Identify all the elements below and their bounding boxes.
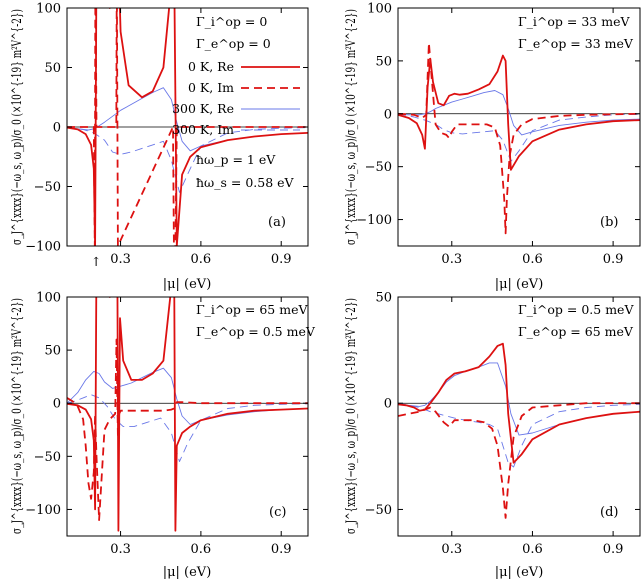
panel-a-tag: (a) bbox=[268, 215, 286, 230]
panel-d-tag: (d) bbox=[600, 505, 618, 520]
series-line-0k-re bbox=[398, 54, 640, 171]
panel-c-gamma-i: Γ_i^op = 65 meV bbox=[196, 302, 308, 317]
panel-b-series bbox=[398, 42, 640, 235]
legend-entry-300k-re: 300 K, Re bbox=[172, 101, 300, 116]
y-tick-label: −100 bbox=[25, 503, 61, 518]
x-tick-label: 0.9 bbox=[271, 542, 292, 557]
panel-c-frame bbox=[66, 296, 309, 537]
series-line-300k-re bbox=[67, 367, 308, 425]
x-tick-label: 0.3 bbox=[441, 252, 462, 267]
panel-b-ticks: 0.3 0.6 0.9 −100 −50 0 50 100 bbox=[356, 2, 640, 267]
series-line-300k-im bbox=[398, 113, 640, 162]
panel-a-omega-p: ħω_p = 1 eV bbox=[196, 152, 276, 167]
y-tick-label: −50 bbox=[34, 450, 61, 465]
x-tick-label: 0.6 bbox=[191, 252, 212, 267]
series-line-0k-re bbox=[67, 297, 308, 532]
panel-c-ylabel: σ_J^{xxxx}(−ω_s, ω_p)/σ_0 (×10^{-19} m²V… bbox=[10, 298, 25, 534]
panel-a-series bbox=[67, 8, 308, 246]
y-tick-label: −50 bbox=[365, 160, 392, 175]
panel-c-ticks: 0.3 0.6 0.9 −100 −50 0 50 100 bbox=[25, 291, 308, 557]
panel-b-gamma-i: Γ_i^op = 33 meV bbox=[518, 14, 630, 29]
panel-d: 0.3 0.6 0.9 −50 0 50 Γ_i^op = 0.5 meV Γ_e^op … bbox=[365, 291, 641, 557]
series-line-300k-im bbox=[67, 394, 308, 463]
y-tick-label: 50 bbox=[44, 344, 61, 359]
y-tick-label: −50 bbox=[34, 180, 61, 195]
panel-a-arrow: ↑ bbox=[91, 254, 101, 269]
y-tick-label: 50 bbox=[375, 54, 392, 69]
y-tick-label: 100 bbox=[367, 2, 392, 17]
y-tick-label: 0 bbox=[384, 397, 392, 412]
series-line-0k-im bbox=[398, 402, 640, 519]
x-tick-label: 0.3 bbox=[441, 542, 462, 557]
panel-a-frame bbox=[66, 7, 309, 247]
series-line-300k-im bbox=[67, 127, 308, 193]
legend-label: 300 K, Im bbox=[172, 122, 234, 137]
x-tick-label: 0.6 bbox=[191, 542, 212, 557]
panel-d-xlabel: |μ| (eV) bbox=[495, 565, 544, 580]
series-line-0k-im bbox=[398, 42, 640, 235]
x-tick-label: 0.9 bbox=[603, 252, 624, 267]
y-tick-label: 0 bbox=[384, 107, 392, 122]
legend-label: 0 K, Im bbox=[188, 80, 234, 95]
panel-b-frame bbox=[397, 7, 641, 247]
y-tick-label: −50 bbox=[365, 503, 392, 518]
y-tick-label: −100 bbox=[25, 240, 61, 255]
series-line-0k-re bbox=[398, 342, 640, 464]
series-line-300k-re bbox=[67, 87, 308, 152]
panel-d-gamma-i: Γ_i^op = 0.5 meV bbox=[518, 302, 634, 317]
panel-a-ylabel: σ_J^{xxxx}(−ω_s, ω_p)/σ_0 (×10^{-19} m²V… bbox=[10, 9, 25, 245]
panel-b-tag: (b) bbox=[600, 215, 618, 230]
y-tick-label: 100 bbox=[36, 2, 61, 17]
panel-c-series bbox=[67, 297, 308, 532]
panel-a-xlabel: |μ| (eV) bbox=[163, 277, 212, 292]
panel-a-gamma-e: Γ_e^op = 0 bbox=[196, 36, 271, 51]
y-tick-label: 0 bbox=[53, 397, 61, 412]
legend-label: 0 K, Re bbox=[188, 59, 234, 74]
panel-a-omega-s: ħω_s = 0.58 eV bbox=[196, 175, 295, 190]
y-tick-label: 50 bbox=[44, 61, 61, 76]
series-line-300k-re bbox=[398, 362, 640, 436]
panel-a-ticks: 0.3 0.6 0.9 −100 −50 0 50 100 bbox=[25, 2, 308, 267]
series-line-0k-re bbox=[67, 8, 308, 246]
panel-b-xlabel: |μ| (eV) bbox=[495, 277, 544, 292]
y-tick-label: −100 bbox=[356, 213, 392, 228]
y-tick-label: 0 bbox=[53, 121, 61, 136]
panel-d-frame bbox=[397, 296, 641, 537]
series-line-300k-im bbox=[398, 402, 640, 468]
x-tick-label: 0.3 bbox=[110, 252, 131, 267]
legend-entry-0k-re: 0 K, Re bbox=[188, 59, 300, 74]
legend-entry-0k-im: 0 K, Im bbox=[188, 80, 300, 95]
panel-c: 0.3 0.6 0.9 −100 −50 0 50 100 Γ_i^op = 65 meV Γ… bbox=[25, 291, 316, 558]
y-tick-label: 100 bbox=[36, 291, 61, 306]
series-line-0k-im bbox=[67, 338, 308, 521]
legend-label: 300 K, Re bbox=[172, 101, 234, 116]
y-tick-label: 50 bbox=[375, 291, 392, 306]
x-tick-label: 0.6 bbox=[522, 252, 543, 267]
panel-a-gamma-i: Γ_i^op = 0 bbox=[196, 14, 267, 29]
x-tick-label: 0.9 bbox=[271, 252, 292, 267]
panel-d-gamma-e: Γ_e^op = 65 meV bbox=[518, 324, 634, 339]
panel-d-ylabel: σ_J^{xxxx}(−ω_s, ω_p)/σ_0 (×10^{-19} m²V… bbox=[344, 298, 359, 534]
x-tick-label: 0.3 bbox=[110, 542, 131, 557]
panel-b: 0.3 0.6 0.9 −100 −50 0 50 100 Γ_i^op = 33 meV Γ… bbox=[356, 2, 641, 267]
panel-c-xlabel: |μ| (eV) bbox=[163, 565, 212, 580]
panel-b-gamma-e: Γ_e^op = 33 meV bbox=[518, 36, 634, 51]
panel-b-ylabel: σ_J^{xxxx}(−ω_s, ω_p)/σ_0 (×10^{-19} m²V… bbox=[344, 9, 359, 245]
legend: 0 K, Re 0 K, Im 300 K, Re 300 K, Im bbox=[172, 59, 300, 137]
legend-entry-300k-im: 300 K, Im bbox=[172, 122, 300, 137]
x-tick-label: 0.6 bbox=[522, 542, 543, 557]
panel-c-gamma-e: Γ_e^op = 0.5 meV bbox=[196, 324, 316, 339]
x-tick-label: 0.9 bbox=[603, 542, 624, 557]
panel-a: 0.3 0.6 0.9 −100 −50 0 50 100 Γ_i^op = 0 Γ_e^op… bbox=[25, 2, 309, 269]
panel-c-tag: (c) bbox=[269, 505, 286, 520]
panel-d-series bbox=[398, 342, 640, 519]
